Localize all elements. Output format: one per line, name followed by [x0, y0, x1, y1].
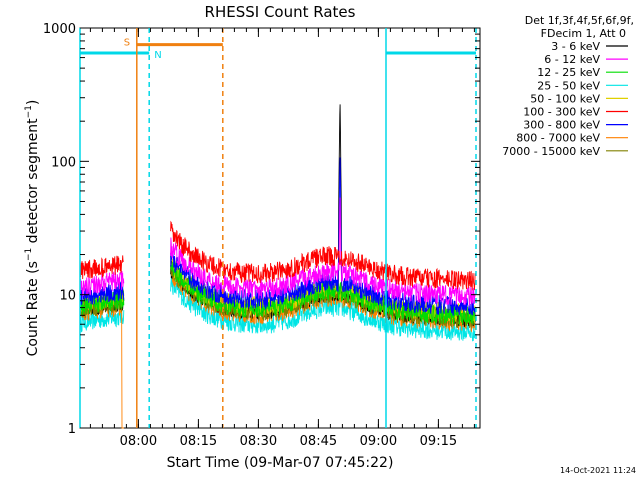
y-tick-label: 1 [68, 422, 76, 437]
plot-area [79, 27, 481, 429]
chart-title: RHESSI Count Rates [205, 3, 356, 21]
night-label: N [154, 50, 161, 61]
y-tick-label: 1000 [43, 22, 76, 37]
legend-item-label: 7000 - 15000 keV [502, 145, 600, 158]
series-layer [79, 104, 476, 429]
legend-item-label: 25 - 50 keV [537, 79, 600, 92]
x-tick-label: 08:00 [120, 434, 157, 449]
overlay-layer: NS [79, 28, 477, 428]
legend-header-line-2: FDecim 1, Att 0 [541, 27, 626, 40]
series-line-25-50-kev [79, 277, 476, 342]
legend-item-label: 100 - 300 keV [523, 106, 600, 119]
legend-item-label: 3 - 6 keV [551, 40, 600, 53]
y-tick-label: 100 [51, 155, 76, 170]
x-axis-label: Start Time (09-Mar-07 07:45:22) [167, 455, 394, 471]
y-axis-label: Count Rate (s−1 detector segment−1) [24, 100, 41, 357]
x-tick-label: 09:15 [420, 434, 457, 449]
legend-item-label: 800 - 7000 keV [516, 132, 600, 145]
y-tick-label: 10 [59, 289, 76, 304]
legend-item-label: 6 - 12 keV [544, 53, 600, 66]
series-line-6-12-kev [79, 197, 476, 306]
legend-item-label: 300 - 800 keV [523, 119, 600, 132]
x-tick-label: 08:45 [300, 434, 337, 449]
legend-item-label: 12 - 25 keV [537, 66, 600, 79]
x-tick-label: 08:30 [240, 434, 277, 449]
legend-item-label: 50 - 100 keV [530, 92, 600, 105]
series-line-100-300-kev [79, 220, 476, 291]
legend-header-line-1: Det 1f,3f,4f,5f,6f,9f, [525, 14, 634, 27]
timestamp: 14-Oct-2021 11:24 [560, 466, 636, 475]
legend: Det 1f,3f,4f,5f,6f,9f, FDecim 1, Att 0 3… [502, 14, 634, 158]
x-tick-label: 08:15 [180, 434, 217, 449]
saa-label: S [124, 38, 130, 49]
x-tick-label: 09:00 [360, 434, 397, 449]
axis-layer: 1 10 100 1000 08:00 08:15 08:30 08:45 09:00 09:15 [43, 22, 480, 449]
